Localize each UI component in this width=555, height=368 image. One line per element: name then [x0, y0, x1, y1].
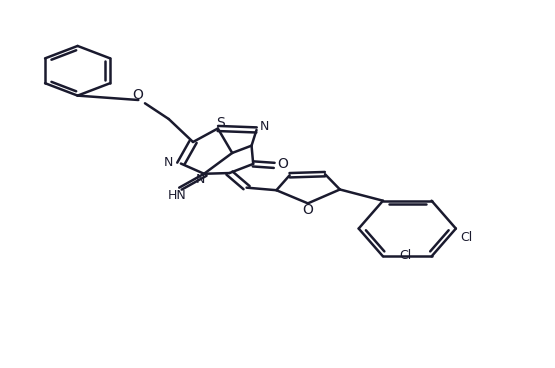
Text: O: O	[132, 88, 143, 102]
Text: HN: HN	[168, 189, 186, 202]
Text: S: S	[216, 116, 224, 130]
Text: Cl: Cl	[400, 249, 412, 262]
Text: O: O	[302, 203, 313, 217]
Text: N: N	[260, 120, 269, 133]
Text: N: N	[164, 156, 173, 169]
Text: Cl: Cl	[460, 231, 472, 244]
Text: O: O	[278, 157, 289, 171]
Text: N: N	[195, 173, 205, 186]
